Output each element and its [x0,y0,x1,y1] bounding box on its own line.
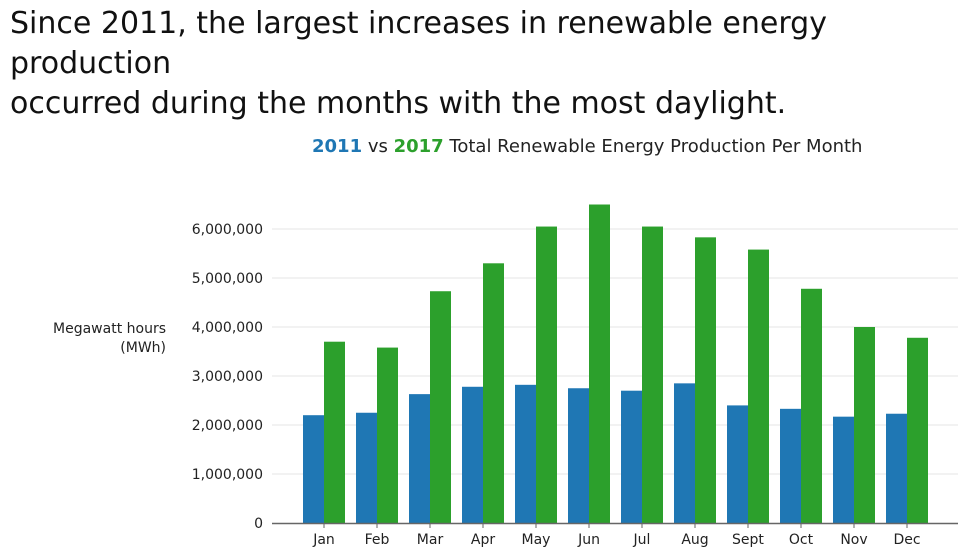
x-tick-label-sept: Sept [732,532,764,548]
y-tick-label: 0 [254,516,263,532]
bar-2017-may [536,226,557,524]
bar-2011-nov [833,416,854,523]
x-tick-label-dec: Dec [893,532,920,548]
bar-2011-jul [621,390,642,523]
y-axis-label-line-2: (MWh) [120,340,166,356]
chart-title-connector: vs [362,136,394,157]
bar-2017-dec [907,337,928,523]
x-tick-label-aug: Aug [681,532,708,548]
bar-2017-feb [377,347,398,523]
bar-2011-dec [886,413,907,523]
bar-2011-mar [409,394,430,523]
x-tick-label-apr: Apr [471,532,495,548]
bar-2011-aug [674,383,695,523]
headline-line-1: Since 2011, the largest increases in ren… [10,6,827,81]
x-tick-label-jan: Jan [312,532,335,548]
bar-2017-jan [324,341,345,523]
y-tick-label: 1,000,000 [192,467,263,483]
chart-title-series-2017: 2017 [393,136,444,157]
bar-2017-apr [483,263,504,523]
bar-2017-aug [695,237,716,523]
x-tick-label-oct: Oct [789,532,814,548]
x-tick-label-nov: Nov [840,532,867,548]
bar-2017-jun [589,204,610,523]
chart-title-rest: Total Renewable Energy Production Per Mo… [443,136,863,157]
bar-2017-nov [854,327,875,523]
headline: Since 2011, the largest increases in ren… [10,4,960,124]
y-tick-label: 3,000,000 [192,369,263,385]
x-tick-label-jun: Jun [577,532,600,548]
y-tick-label: 6,000,000 [192,222,263,238]
bar-2011-oct [780,408,801,523]
x-tick-label-may: May [522,532,551,548]
bar-2017-sept [748,249,769,523]
bar-2017-oct [801,288,822,523]
headline-line-2: occurred during the months with the most… [10,86,787,121]
y-axis-label-line-1: Megawatt hours [53,321,166,337]
bar-2011-may [515,384,536,523]
x-tick-label-mar: Mar [417,532,444,548]
bar-2011-apr [462,386,483,523]
y-tick-label: 5,000,000 [192,271,263,287]
y-axis-label: Megawatt hours (MWh) [10,320,166,358]
y-tick-label: 2,000,000 [192,418,263,434]
x-tick-label-jul: Jul [633,532,651,548]
chart-title: 2011 vs 2017 Total Renewable Energy Prod… [312,136,862,157]
bar-2017-jul [642,226,663,524]
bar-2017-mar [430,291,451,523]
y-tick-label: 4,000,000 [192,320,263,336]
bar-2011-feb [356,412,377,523]
x-tick-label-feb: Feb [365,532,390,548]
bar-2011-sept [727,405,748,523]
chart-title-series-2011: 2011 [312,136,363,157]
bar-2011-jan [303,415,324,523]
bar-2011-jun [568,388,589,523]
